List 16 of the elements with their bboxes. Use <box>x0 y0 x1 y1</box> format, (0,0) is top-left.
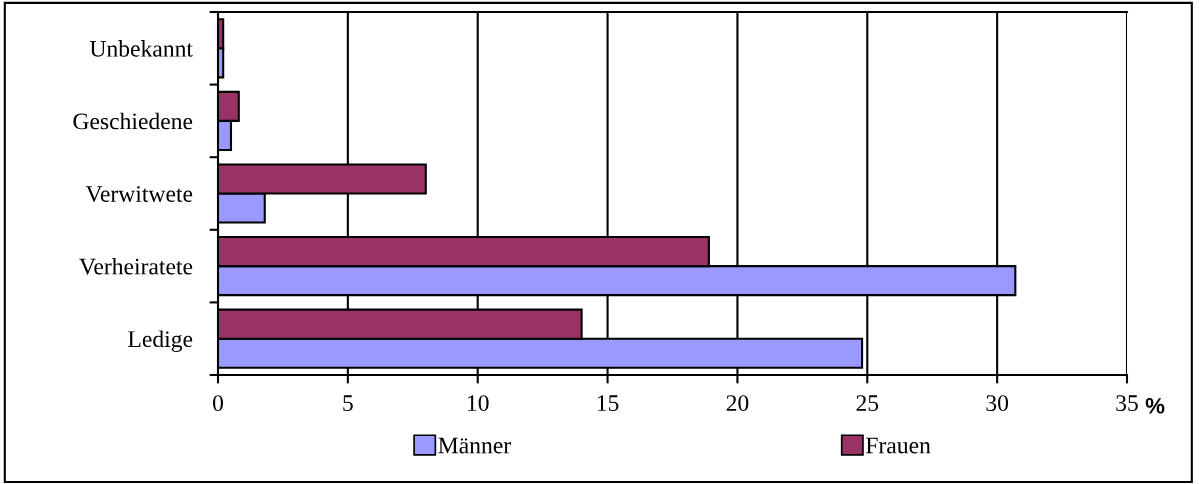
x-axis-title: % <box>1145 397 1165 414</box>
y-tick-label: Verheiratete <box>79 257 193 275</box>
legend-label: Frauen <box>866 437 931 454</box>
x-tick-label: 30 <box>986 395 1009 412</box>
x-tick-label: 25 <box>856 395 879 412</box>
y-tick-label: Geschiedene <box>73 112 193 130</box>
x-tick-label: 15 <box>597 395 619 412</box>
y-tick-label: Verwitwete <box>85 186 193 203</box>
x-tick-label: 10 <box>467 395 489 412</box>
y-tick-label: Unbekannt <box>89 40 193 57</box>
x-tick-label: 5 <box>343 395 353 412</box>
x-tick-label: 35 <box>1116 395 1138 412</box>
x-tick-label: 0 <box>213 395 223 412</box>
y-tick-label: Ledige <box>128 330 193 352</box>
legend-label: Männer <box>438 437 511 454</box>
x-tick-label: 20 <box>726 395 749 412</box>
